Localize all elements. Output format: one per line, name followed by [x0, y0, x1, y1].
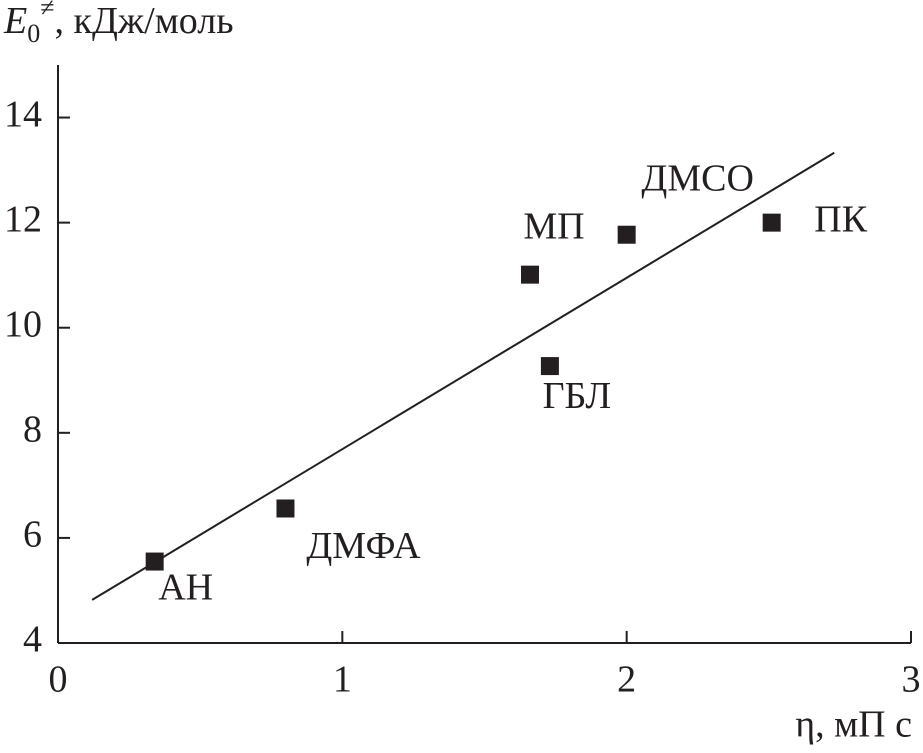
point-label: МП: [523, 205, 584, 247]
x-tick-label: 1: [333, 659, 352, 701]
y-tick-label: 8: [23, 409, 42, 451]
x-tick-label: 3: [902, 659, 921, 701]
point: [540, 357, 559, 376]
point: [145, 552, 164, 571]
x-axis-label: η, мП с: [795, 704, 912, 746]
y-axis-label: E0≠, кДж/моль: [3, 0, 234, 48]
fit-line: [91, 151, 835, 601]
point: [520, 265, 539, 284]
point-label: ГБЛ: [543, 375, 612, 417]
point: [276, 499, 295, 518]
y-tick-label: 6: [23, 514, 42, 556]
point: [617, 225, 636, 244]
x-tick-label: 0: [49, 659, 68, 701]
point-label: ДМФА: [306, 525, 421, 567]
x-tick-label: 2: [617, 659, 636, 701]
y-tick-label: 4: [23, 619, 42, 661]
y-tick-label: 10: [4, 303, 42, 345]
y-tick-label: 12: [4, 198, 42, 240]
y-tick-label: 14: [4, 93, 42, 135]
point-label: ПК: [814, 198, 867, 240]
point-label: АН: [158, 566, 213, 608]
point: [762, 213, 781, 232]
point-label: ДМСО: [641, 157, 754, 199]
